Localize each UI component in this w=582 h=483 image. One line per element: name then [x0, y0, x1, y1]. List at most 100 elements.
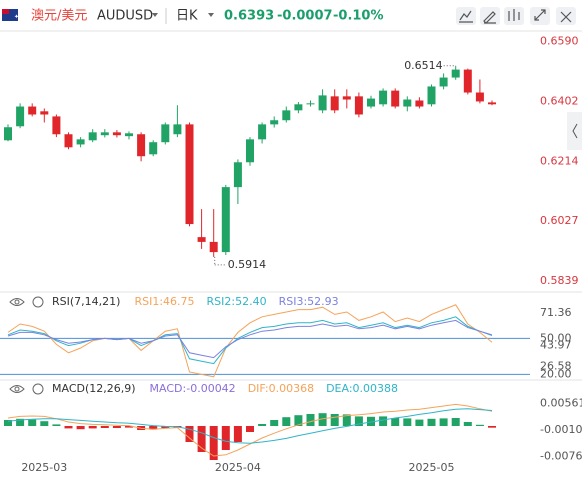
instrument-symbol: AUDUSD: [97, 9, 153, 24]
candle-body: [173, 124, 182, 135]
histogram-bar: [294, 415, 303, 426]
chart-type-button[interactable]: [504, 7, 524, 25]
candle-body: [112, 132, 121, 136]
histogram-bar: [354, 416, 363, 426]
high-label: 0.6514: [404, 59, 443, 72]
histogram-bar: [76, 426, 85, 430]
candle-body: [246, 139, 254, 163]
candle-body: [161, 124, 170, 143]
histogram-bar: [379, 416, 388, 426]
candle-body: [100, 132, 109, 136]
candle-body: [367, 98, 375, 107]
visibility-toggle[interactable]: [9, 298, 25, 306]
legend-entry: DIF:0.00368: [248, 382, 314, 395]
histogram-bar: [342, 414, 351, 426]
price: 0.6393: [224, 9, 274, 24]
histogram-bar: [403, 418, 412, 426]
more-button[interactable]: [556, 7, 576, 25]
candle-body: [415, 100, 424, 107]
histogram-bar: [221, 426, 230, 450]
candle-body: [354, 96, 363, 115]
settings-button[interactable]: [32, 296, 44, 308]
histogram-bar: [233, 426, 242, 442]
candle-body: [64, 134, 73, 148]
histogram-bar: [149, 426, 158, 430]
change-percent: -0.10%: [333, 9, 384, 24]
y-tick-label: 71.36: [540, 306, 572, 319]
indicator-button[interactable]: [456, 7, 476, 25]
histogram-bar: [16, 418, 25, 426]
series-line: [7, 319, 493, 359]
visibility-toggle[interactable]: [9, 385, 25, 393]
y-tick-label: 0.6402: [540, 94, 579, 107]
candle-body: [52, 116, 61, 135]
histogram-bar: [318, 413, 327, 426]
histogram-bar: [40, 421, 49, 426]
candle-body: [125, 133, 133, 137]
candle-body: [391, 90, 400, 107]
y-tick-label: -0.00761: [540, 449, 582, 462]
histogram-bar: [367, 416, 375, 426]
candle-body: [379, 90, 388, 105]
candle-body: [185, 124, 194, 225]
histogram-bar: [306, 414, 315, 426]
candle-body: [233, 162, 242, 188]
y-tick-label: 0.5839: [540, 274, 579, 287]
candle-body: [4, 127, 12, 141]
candle-body: [149, 142, 158, 155]
legend-entry: RSI1:46.75: [134, 295, 194, 308]
histogram-bar: [282, 417, 291, 426]
candle-body: [294, 104, 303, 111]
histogram-bar: [463, 422, 472, 426]
draw-button[interactable]: [480, 7, 500, 25]
y-tick-label: 0.00561: [540, 397, 582, 410]
candle-body: [451, 69, 460, 78]
settings-button[interactable]: [32, 383, 44, 395]
period-dropdown[interactable]: [208, 13, 214, 17]
series-line: [7, 304, 493, 378]
x-tick-label: 2025-05: [409, 461, 455, 474]
histogram-bar: [88, 426, 97, 429]
period[interactable]: 日K: [176, 9, 198, 24]
candle-body: [76, 139, 85, 145]
histogram-bar: [209, 426, 218, 460]
pane-title: MACD(12,26,9): [52, 382, 136, 395]
candle-body: [318, 95, 327, 111]
candle-body: [282, 110, 291, 121]
x-tick-label: 2025-04: [215, 461, 261, 474]
candle-body: [475, 92, 484, 102]
histogram-bar: [112, 426, 121, 428]
candle-body: [209, 241, 218, 253]
series-line: [7, 403, 493, 457]
legend-entry: RSI3:52.93: [279, 295, 339, 308]
histogram-bar: [439, 418, 448, 426]
zoom-button[interactable]: [530, 7, 550, 25]
histogram-bar: [427, 418, 436, 426]
candle-body: [342, 96, 351, 100]
candle-body: [306, 103, 315, 105]
legend-entry: RSI2:52.40: [207, 295, 267, 308]
histogram-bar: [161, 426, 170, 428]
candle-body: [16, 106, 25, 127]
candle-body: [197, 237, 206, 242]
histogram-bar: [197, 426, 206, 452]
histogram-bar: [246, 426, 254, 432]
candle-body: [270, 120, 279, 125]
candle-body: [330, 96, 339, 111]
histogram-bar: [391, 418, 400, 426]
candle-body: [88, 132, 97, 141]
histogram-bar: [52, 424, 61, 426]
candle-body: [40, 111, 49, 115]
candle-body: [258, 124, 267, 140]
histogram-bar: [270, 420, 279, 426]
histogram-bar: [488, 426, 496, 428]
histogram-bar: [258, 424, 267, 426]
symbol-dropdown[interactable]: [152, 13, 158, 17]
y-tick-label: 26.58: [540, 360, 572, 373]
candle-body: [439, 77, 448, 87]
histogram-bar: [475, 424, 484, 426]
legend-entry: DEA:0.00388: [326, 382, 398, 395]
side-panel-toggle[interactable]: [567, 112, 582, 150]
candle-body: [463, 69, 472, 93]
